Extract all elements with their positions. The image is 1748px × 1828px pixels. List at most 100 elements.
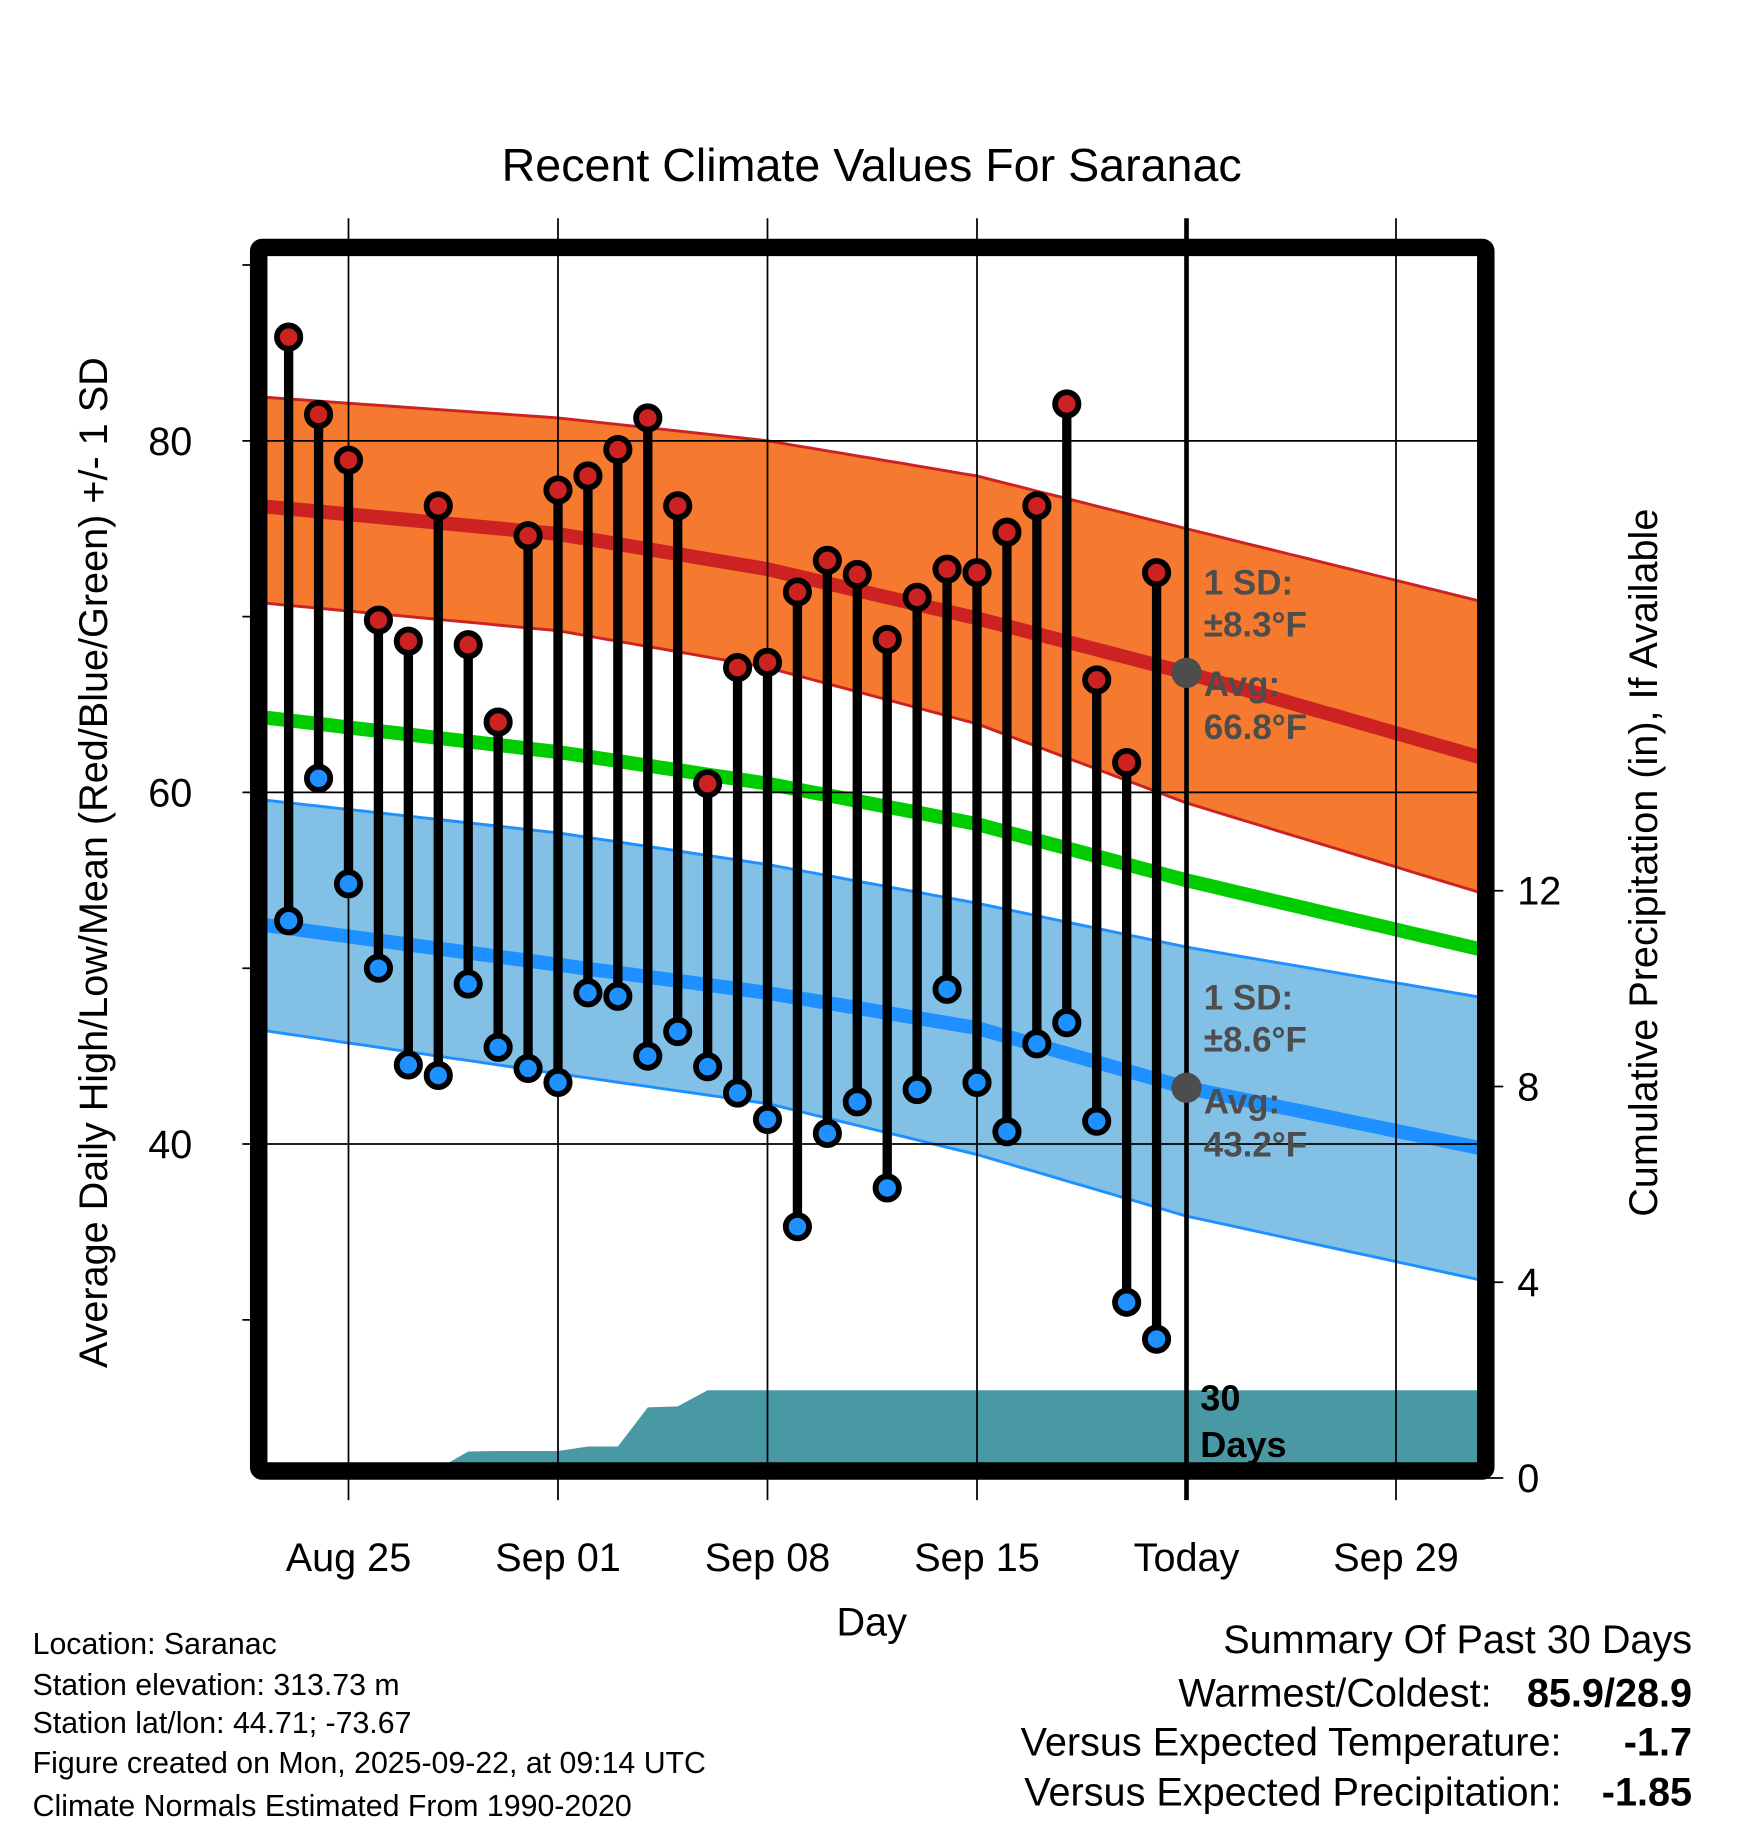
low-point xyxy=(483,1032,513,1062)
low-point xyxy=(962,1067,992,1098)
high-point xyxy=(1142,558,1172,588)
low-point xyxy=(543,1067,573,1098)
low-sd-lower-line xyxy=(258,1028,1487,1283)
low-point xyxy=(513,1053,543,1084)
high-point xyxy=(723,653,753,683)
summary-title: Summary Of Past 30 Days xyxy=(1223,1618,1692,1662)
high-sd-value: ±8.3°F xyxy=(1204,606,1307,645)
precip-value: -1.85 xyxy=(1602,1770,1692,1814)
high-point xyxy=(1112,747,1142,778)
high-point xyxy=(663,491,693,521)
plot-frame xyxy=(249,238,1495,1480)
x-tick-label: Sep 15 xyxy=(914,1536,1040,1580)
y2-tick-label: 4 xyxy=(1517,1261,1539,1305)
high-point xyxy=(842,559,872,589)
info-latlon: Station lat/lon: 44.71; -73.67 xyxy=(33,1707,412,1740)
low-point xyxy=(752,1104,783,1134)
y-tick-label: 60 xyxy=(148,771,192,815)
high-point xyxy=(274,322,304,352)
low-point xyxy=(333,869,364,899)
low-point xyxy=(303,763,334,793)
x-tick-label: Sep 01 xyxy=(495,1536,621,1580)
y2-tick-label: 12 xyxy=(1517,870,1561,914)
low-sd-upper-line xyxy=(258,797,1487,1000)
high-point xyxy=(1082,665,1112,695)
low-point xyxy=(812,1118,842,1149)
high-point xyxy=(363,605,393,635)
low-point xyxy=(842,1087,872,1117)
plot-area: Aug 25 Sep 01 Sep 08 Sep 15 Today Sep 2980604… xyxy=(148,218,1561,1580)
low-avg-title: Avg: xyxy=(1204,1082,1280,1121)
x-tick-label: Sep 08 xyxy=(705,1536,831,1580)
info-elevation: Station elevation: 313.73 m xyxy=(33,1669,400,1702)
high-point xyxy=(902,582,932,612)
today-low-avg-marker xyxy=(1171,1072,1202,1103)
high-point xyxy=(603,435,633,465)
cumulative-precip-area xyxy=(258,1390,1486,1472)
high-point xyxy=(752,647,783,677)
x-tick-label: Sep 29 xyxy=(1333,1536,1459,1580)
low-point xyxy=(453,969,483,999)
y-tick-label: 80 xyxy=(148,420,192,464)
y-axis-label: Average Daily High/Low/Mean (Red/Blue/Gr… xyxy=(72,357,116,1368)
temp-value: -1.7 xyxy=(1624,1720,1692,1764)
high-point xyxy=(333,445,364,475)
high-point xyxy=(543,475,573,505)
high-point xyxy=(992,517,1022,547)
precip-days-label-1: 30 xyxy=(1200,1377,1240,1418)
high-point xyxy=(1022,491,1052,521)
high-avg-title: Avg: xyxy=(1204,665,1280,704)
precip-label: Versus Expected Precipitation: xyxy=(1024,1770,1561,1814)
low-point xyxy=(1142,1324,1172,1354)
low-point xyxy=(872,1173,902,1203)
normal-mean-line xyxy=(257,709,1488,958)
low-point xyxy=(1022,1029,1052,1059)
low-point xyxy=(393,1050,423,1080)
high-point xyxy=(962,558,992,588)
high-point xyxy=(393,626,423,656)
warmest-value: 85.9/28.9 xyxy=(1527,1671,1692,1715)
high-normal-annotation: 1 SD: ±8.3°F Avg: 66.8°F xyxy=(1204,564,1307,748)
high-point xyxy=(812,545,842,575)
low-normal-annotation: 1 SD: ±8.6°F Avg: 43.2°F xyxy=(1204,979,1307,1165)
high-point xyxy=(303,399,334,430)
summary-block: Summary Of Past 30 Days Warmest/Coldest:… xyxy=(1021,1618,1692,1815)
low-point xyxy=(633,1041,663,1071)
low-point xyxy=(1112,1287,1142,1317)
high-avg-value: 66.8°F xyxy=(1204,708,1307,747)
precip-days-label-2: Days xyxy=(1200,1424,1286,1465)
high-point xyxy=(693,769,723,799)
warmest-label: Warmest/Coldest: xyxy=(1178,1671,1491,1715)
high-point xyxy=(782,577,812,607)
low-point xyxy=(573,978,603,1008)
high-sd-title: 1 SD: xyxy=(1204,564,1293,603)
high-point xyxy=(573,461,603,491)
temp-label: Versus Expected Temperature: xyxy=(1021,1720,1562,1764)
high-sd-upper-line xyxy=(258,395,1487,604)
low-avg-value: 43.2°F xyxy=(1204,1125,1307,1164)
high-point xyxy=(932,554,962,584)
y2-axis-label: Cumulative Precipitation (in), If Availa… xyxy=(1622,509,1666,1217)
low-point xyxy=(363,953,393,983)
info-normals: Climate Normals Estimated From 1990-2020 xyxy=(33,1790,632,1823)
y2-tick-label: 0 xyxy=(1517,1457,1539,1501)
low-point xyxy=(693,1052,723,1082)
low-point xyxy=(782,1212,812,1242)
y-tick-label: 40 xyxy=(148,1123,192,1167)
low-sd-value: ±8.6°F xyxy=(1204,1021,1307,1060)
low-point xyxy=(274,906,304,936)
low-point xyxy=(603,981,633,1011)
high-point xyxy=(453,630,483,660)
high-point xyxy=(423,491,453,521)
low-point xyxy=(723,1078,753,1108)
high-point xyxy=(513,521,543,551)
high-point xyxy=(1052,389,1082,419)
low-point xyxy=(423,1060,453,1091)
low-point xyxy=(992,1117,1022,1147)
chart-title: Recent Climate Values For Saranac xyxy=(502,139,1242,191)
today-high-avg-marker xyxy=(1171,657,1202,689)
low-sd-band xyxy=(258,799,1486,1282)
high-sd-lower-line xyxy=(258,601,1487,896)
low-point xyxy=(663,1016,693,1047)
